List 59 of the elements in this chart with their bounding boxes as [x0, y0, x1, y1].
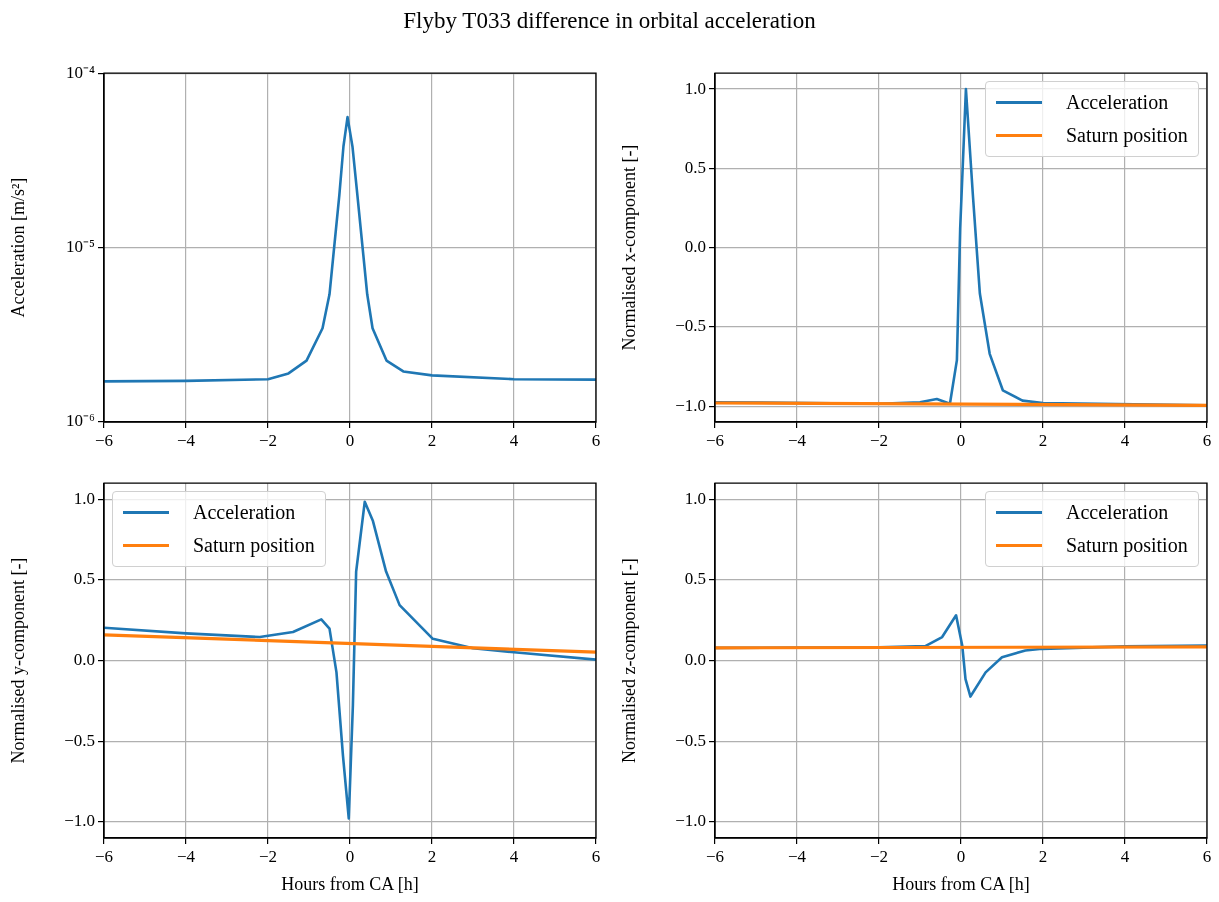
y-tick-label: 0.0	[684, 650, 706, 670]
y-tick-label: −1.0	[64, 811, 95, 831]
legend-label: Saturn position	[193, 534, 315, 558]
y-tick-label: −0.5	[675, 730, 706, 750]
chart-title: Flyby T033 difference in orbital acceleration	[402, 8, 817, 34]
x-tick-label: 0	[956, 846, 966, 866]
x-axis-title: Hours from CA [h]	[281, 873, 419, 894]
y-tick-label: 1.0	[684, 488, 706, 508]
x-tick-label: 6	[1202, 846, 1212, 866]
x-tick-label: 2	[1038, 430, 1048, 450]
x-tick-label: 6	[591, 430, 601, 450]
legend-label: Acceleration	[1066, 91, 1169, 115]
y-tick-label: 0.0	[684, 237, 706, 257]
y-tick-label: 10⁻⁴	[66, 62, 96, 82]
x-tick-label: −6	[705, 846, 725, 866]
x-tick-label: 0	[345, 846, 355, 866]
y-tick-label: 0.5	[684, 157, 706, 177]
x-tick-label: −6	[705, 430, 725, 450]
y-tick-label: 0.5	[684, 569, 706, 589]
x-tick-label: 0	[956, 430, 966, 450]
y-axis-title: Normalised x-component [-]	[618, 144, 639, 351]
x-tick-label: −2	[258, 846, 278, 866]
y-axis-title: Normalised z-component [-]	[618, 558, 639, 764]
x-tick-label: −2	[869, 430, 889, 450]
x-tick-label: 6	[591, 846, 601, 866]
y-tick-label: 1.0	[73, 488, 95, 508]
x-tick-label: 6	[1202, 430, 1212, 450]
x-tick-label: 2	[1038, 846, 1048, 866]
legend-label: Acceleration	[193, 501, 296, 525]
x-tick-label: −4	[176, 846, 196, 866]
x-tick-label: −6	[94, 846, 114, 866]
x-tick-label: 2	[427, 430, 437, 450]
x-tick-label: 2	[427, 846, 437, 866]
y-tick-label: 0.0	[73, 650, 95, 670]
y-tick-label: 10⁻⁶	[66, 411, 96, 431]
x-tick-label: 4	[1120, 846, 1130, 866]
x-tick-label: 4	[509, 846, 519, 866]
x-tick-label: −6	[94, 430, 114, 450]
y-tick-label: 10⁻⁵	[66, 237, 96, 257]
x-tick-label: −2	[869, 846, 889, 866]
x-tick-label: −4	[787, 430, 807, 450]
x-tick-label: 4	[1120, 430, 1130, 450]
y-tick-label: −1.0	[675, 395, 706, 415]
legend-label: Acceleration	[1066, 501, 1169, 525]
y-tick-label: −0.5	[675, 316, 706, 336]
x-tick-label: −2	[258, 430, 278, 450]
y-tick-label: 0.5	[73, 569, 95, 589]
x-tick-label: −4	[176, 430, 196, 450]
y-tick-label: −1.0	[675, 811, 706, 831]
legend-label: Saturn position	[1066, 124, 1188, 148]
x-axis-title: Hours from CA [h]	[892, 873, 1030, 894]
x-tick-label: 0	[345, 430, 355, 450]
y-axis-title: Acceleration [m/s²]	[7, 177, 28, 318]
y-tick-label: 1.0	[684, 78, 706, 98]
x-tick-label: −4	[787, 846, 807, 866]
y-tick-label: −0.5	[64, 730, 95, 750]
y-axis-title: Normalised y-component [-]	[7, 557, 28, 764]
x-tick-label: 4	[509, 430, 519, 450]
legend-label: Saturn position	[1066, 534, 1188, 558]
